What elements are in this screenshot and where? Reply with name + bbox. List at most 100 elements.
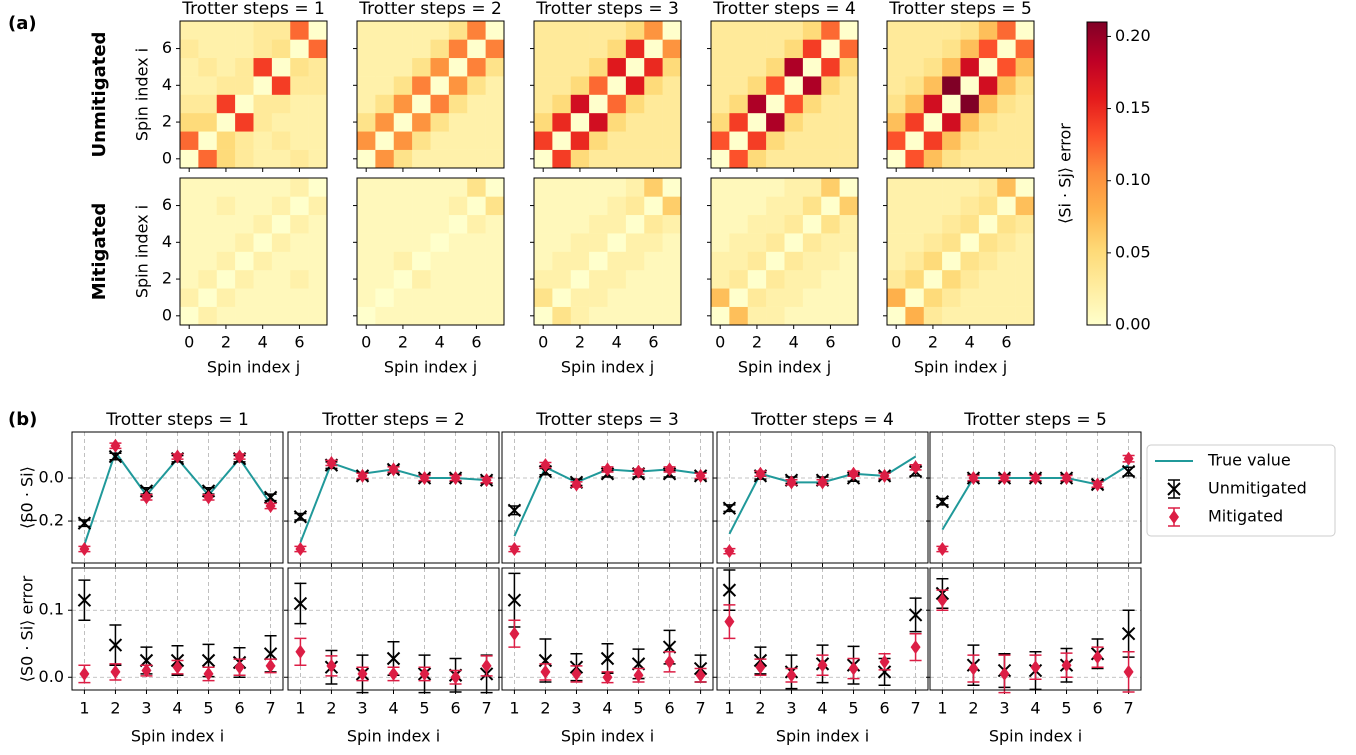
x-tick-label: 4 bbox=[602, 699, 612, 718]
heatmap-cell bbox=[923, 39, 943, 59]
heatmap-cell bbox=[308, 39, 328, 59]
heatmap-cell bbox=[430, 288, 450, 307]
heatmap-cell bbox=[290, 214, 309, 234]
x-tick-label: 4 bbox=[1030, 699, 1040, 718]
heatmap-cell bbox=[375, 149, 395, 169]
mitigated-marker bbox=[724, 614, 735, 629]
heatmap-cell bbox=[570, 76, 590, 95]
heatmap-cell bbox=[625, 233, 645, 252]
heatmap-cell bbox=[887, 214, 906, 234]
heatmap-cell bbox=[589, 196, 608, 216]
heatmap-cell bbox=[905, 112, 925, 132]
mitigated-marker bbox=[419, 471, 430, 486]
heatmap-cell bbox=[729, 288, 749, 307]
heatmap-cell bbox=[589, 39, 608, 59]
heatmap-cell bbox=[430, 21, 450, 40]
heatmap-cell bbox=[430, 112, 450, 132]
heatmap-cell bbox=[253, 112, 273, 132]
colorbar-tick-label: 0.00 bbox=[1115, 315, 1151, 334]
heatmap-cell bbox=[412, 196, 431, 216]
axes-frame bbox=[716, 567, 929, 691]
heatmap-cell bbox=[766, 76, 785, 95]
heatmap-cell bbox=[393, 21, 413, 40]
mitigated-marker bbox=[265, 498, 276, 513]
mitigated-marker bbox=[1030, 471, 1041, 486]
x-tick-label: 6 bbox=[471, 333, 481, 352]
heatmap-cell bbox=[430, 233, 450, 252]
heatmap-cell bbox=[821, 214, 840, 234]
heatmap-cell bbox=[393, 306, 413, 326]
heatmap-cell bbox=[607, 288, 627, 307]
heatmap-cell bbox=[253, 39, 273, 59]
heatmap-cell bbox=[1015, 112, 1035, 132]
heatmap-cell bbox=[253, 269, 273, 289]
heatmap-cell bbox=[997, 306, 1016, 326]
heatmap-cell bbox=[198, 39, 218, 59]
x-tick-label: 4 bbox=[817, 699, 827, 718]
heatmap-cell bbox=[180, 94, 199, 114]
heatmap-cell bbox=[960, 178, 980, 197]
heatmap-cell bbox=[821, 94, 840, 114]
axes-frame bbox=[287, 431, 500, 564]
heatmap-cell bbox=[766, 21, 785, 40]
heatmap-cell bbox=[887, 233, 906, 252]
heatmap-cell bbox=[467, 76, 486, 95]
mitigated-marker bbox=[1061, 471, 1072, 486]
mitigated-marker bbox=[755, 660, 766, 675]
heatmap-cell bbox=[216, 76, 236, 95]
heatmap-cell bbox=[534, 39, 553, 59]
heatmap-cell bbox=[589, 178, 608, 197]
axes-frame bbox=[179, 177, 328, 326]
heatmap-cell bbox=[905, 251, 925, 271]
heatmap-cell bbox=[978, 21, 998, 40]
heatmap-cell bbox=[412, 306, 431, 326]
mitigated-marker bbox=[879, 654, 890, 669]
heatmap-cell bbox=[253, 21, 273, 40]
panel-label: (b) bbox=[8, 409, 37, 430]
heatmap-cell bbox=[290, 39, 309, 59]
heatmap-cell bbox=[467, 94, 486, 114]
heatmap-cell bbox=[821, 233, 840, 252]
heatmap-cell bbox=[235, 76, 254, 95]
heatmap-cell bbox=[711, 251, 730, 271]
heatmap-cell bbox=[534, 196, 553, 216]
heatmap-cell bbox=[290, 306, 309, 326]
heatmap-cell bbox=[960, 306, 980, 326]
heatmap-cell bbox=[978, 76, 998, 95]
heatmap-cell bbox=[662, 214, 682, 234]
heatmap-cell bbox=[821, 306, 840, 326]
heatmap-cell bbox=[552, 214, 572, 234]
heatmap-cell bbox=[448, 269, 468, 289]
heatmap-cell bbox=[271, 196, 291, 216]
heatmap-cell bbox=[393, 288, 413, 307]
heatmap-cell bbox=[784, 57, 804, 77]
heatmap-cell bbox=[839, 288, 859, 307]
x-tick-label: 3 bbox=[357, 699, 367, 718]
mitigated-marker bbox=[419, 666, 430, 681]
x-axis-label: Spin index i bbox=[989, 727, 1082, 746]
heatmap-cell bbox=[271, 288, 291, 307]
heatmap-cell bbox=[766, 233, 785, 252]
heatmap-cell bbox=[235, 251, 254, 271]
heatmap-cell bbox=[625, 251, 645, 271]
heatmap-cell bbox=[839, 112, 859, 132]
heatmap-cell bbox=[271, 21, 291, 40]
heatmap-cell bbox=[308, 251, 328, 271]
heatmap-cell bbox=[589, 149, 608, 169]
x-tick-label: 5 bbox=[419, 699, 429, 718]
unmitigated-marker bbox=[1121, 464, 1136, 479]
heatmap-cell bbox=[308, 76, 328, 95]
heatmap-cell bbox=[905, 94, 925, 114]
heatmap-cell bbox=[467, 251, 486, 271]
mitigated-marker bbox=[509, 626, 520, 641]
heatmap-cell bbox=[784, 21, 804, 40]
heatmap-cell bbox=[729, 21, 749, 40]
heatmap-cell bbox=[589, 233, 608, 252]
heatmap-cell bbox=[997, 112, 1016, 132]
mitigated-marker bbox=[79, 542, 90, 557]
heatmap-cell bbox=[784, 112, 804, 132]
heatmap-cell bbox=[644, 39, 663, 59]
heatmap-cell bbox=[290, 288, 309, 307]
heatmap-cell bbox=[290, 233, 309, 252]
heatmap-cell bbox=[802, 233, 822, 252]
